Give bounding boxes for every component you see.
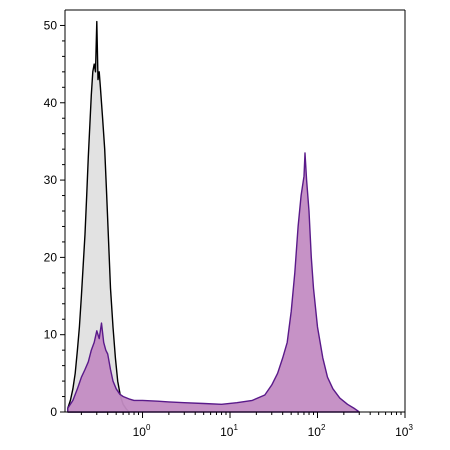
- y-tick-label: 50: [44, 18, 58, 32]
- y-tick-label: 10: [44, 328, 58, 342]
- axis-layer: [64, 9, 406, 413]
- y-tick-label: 0: [50, 405, 57, 419]
- tick-layer: 0 10 20 30 40 50 100 101 102 103: [44, 18, 414, 439]
- y-tick-label: 20: [44, 250, 58, 264]
- histogram-series-2: [67, 152, 360, 413]
- x-tick-label: 102: [308, 423, 326, 439]
- x-tick-label: 101: [220, 423, 238, 439]
- x-tick-label: 103: [395, 423, 413, 439]
- y-tick-label: 40: [44, 96, 58, 110]
- y-tick-label: 30: [44, 173, 58, 187]
- histogram-series-1: [67, 20, 130, 413]
- x-tick-label: 100: [133, 423, 151, 439]
- series-layer: [67, 20, 360, 413]
